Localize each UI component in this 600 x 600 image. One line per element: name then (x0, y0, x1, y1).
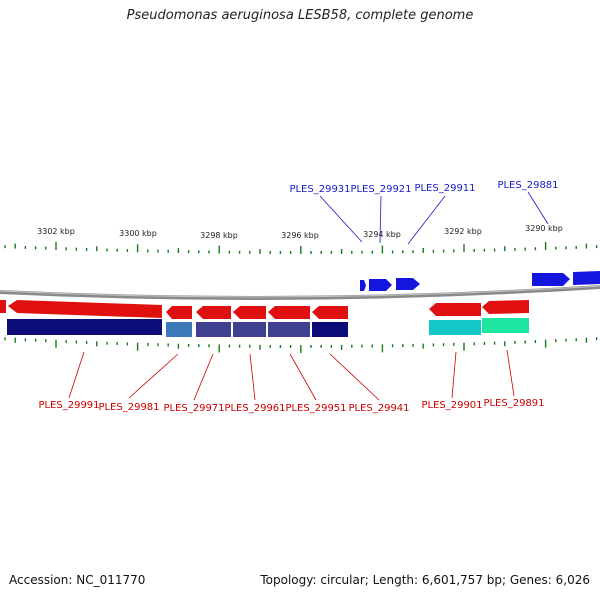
reverse-gene-arrow[interactable] (482, 300, 529, 314)
reverse-gene-arrow[interactable] (8, 300, 162, 318)
scale-ticks-upper (4, 241, 598, 254)
gene-label[interactable]: PLES_29881 (497, 180, 558, 191)
reverse-gene-arrow[interactable] (429, 303, 481, 316)
forward-gene-arrow[interactable] (369, 279, 392, 291)
gene-label[interactable]: PLES_29961 (224, 403, 285, 414)
cds-block[interactable] (312, 322, 348, 337)
reverse-gene-arrow[interactable] (233, 306, 266, 319)
forward-gene-labels: PLES_29931 PLES_29921 PLES_29911 PLES_29… (289, 180, 559, 245)
forward-gene-arrow[interactable] (360, 280, 366, 291)
reverse-strand-genes (0, 300, 529, 319)
forward-gene-arrow[interactable] (396, 278, 420, 290)
gene-label[interactable]: PLES_29991 (38, 400, 99, 411)
gene-label[interactable]: PLES_29911 (414, 183, 475, 194)
gene-label[interactable]: PLES_29981 (98, 402, 159, 413)
scale-label: 3300 kbp (119, 229, 157, 238)
scale-label: 3302 kbp (37, 227, 75, 236)
forward-strand-genes (360, 271, 600, 291)
genome-backbone (0, 285, 600, 300)
cds-block[interactable] (166, 322, 192, 337)
scale-label: 3294 kbp (363, 230, 401, 239)
cds-block[interactable] (233, 322, 266, 337)
scale-label: 3290 kbp (525, 224, 563, 233)
gene-label[interactable]: PLES_29971 (163, 403, 224, 414)
reverse-gene-arrow[interactable] (268, 306, 310, 319)
cds-block[interactable] (482, 318, 529, 333)
cds-block[interactable] (429, 320, 481, 335)
forward-gene-arrow[interactable] (532, 273, 570, 286)
gene-label[interactable]: PLES_29901 (421, 400, 482, 411)
scale-ticks-lower (4, 337, 598, 353)
gene-label[interactable]: PLES_29931 (289, 184, 350, 195)
scale-label: 3292 kbp (444, 227, 482, 236)
gene-label[interactable]: PLES_29921 (350, 184, 411, 195)
map-title: Pseudomonas aeruginosa LESB58, complete … (126, 8, 474, 23)
gene-label[interactable]: PLES_29951 (285, 403, 346, 414)
cds-feature-track (7, 318, 529, 337)
reverse-gene-arrow[interactable] (0, 300, 6, 313)
cds-block[interactable] (196, 322, 231, 337)
reverse-gene-arrow[interactable] (312, 306, 348, 319)
scale-label: 3298 kbp (200, 231, 238, 240)
reverse-gene-arrow[interactable] (196, 306, 231, 319)
gene-label[interactable]: PLES_29941 (348, 403, 409, 414)
cds-block[interactable] (7, 319, 162, 335)
cds-block[interactable] (268, 322, 310, 337)
reverse-gene-arrow[interactable] (166, 306, 192, 319)
genome-summary-text: Topology: circular; Length: 6,601,757 bp… (260, 573, 590, 587)
forward-gene-arrow[interactable] (573, 271, 600, 285)
accession-text: Accession: NC_011770 (9, 573, 146, 587)
reverse-gene-labels: PLES_29991 PLES_29981 PLES_29971 PLES_29… (38, 349, 545, 414)
scale-label: 3296 kbp (281, 231, 319, 240)
gene-label[interactable]: PLES_29891 (483, 398, 544, 409)
